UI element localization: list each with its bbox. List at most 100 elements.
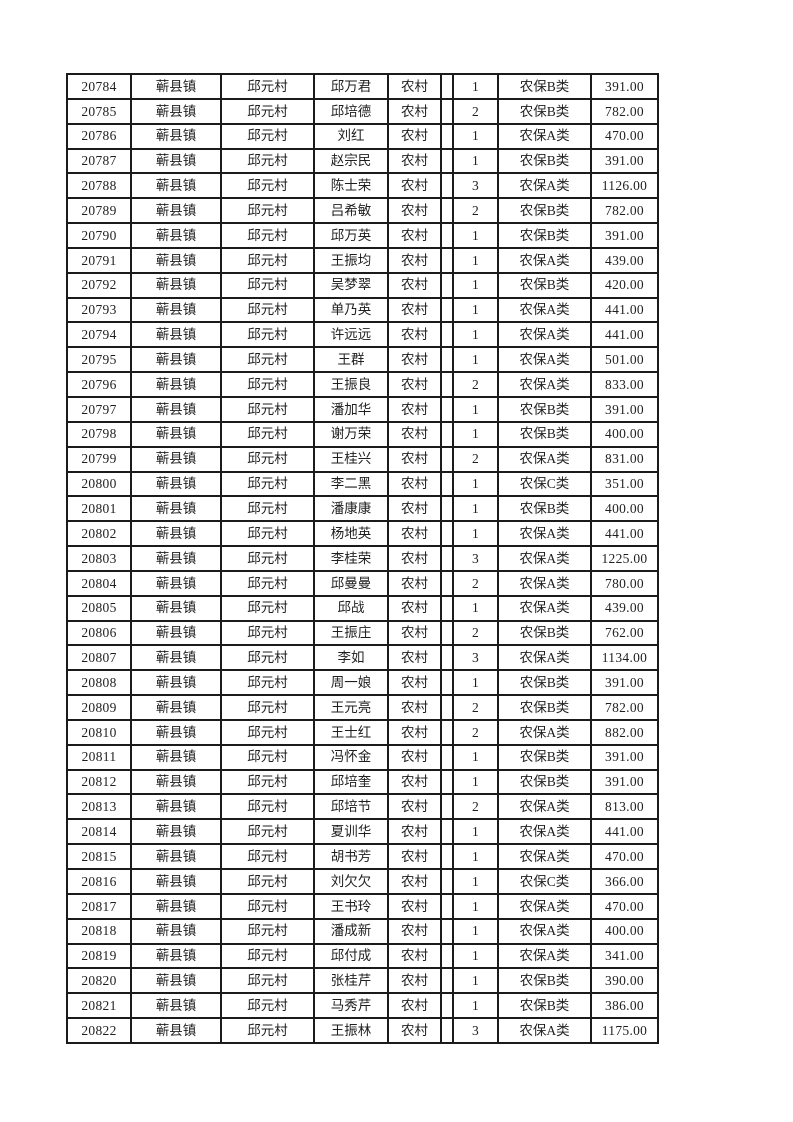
table-row: 20816 蕲县镇 邱元村 刘欠欠 农村 1 农保C类 366.00 (66, 868, 659, 895)
village-cell: 邱元村 (220, 97, 315, 125)
spacer-cell (440, 97, 454, 125)
name-cell: 邱万君 (313, 73, 389, 100)
name-cell: 王振林 (313, 1017, 389, 1044)
spacer-cell (440, 246, 454, 274)
category-cell: 农保C类 (497, 868, 592, 895)
category-cell: 农保B类 (497, 495, 592, 523)
count-cell: 3 (452, 545, 499, 572)
spacer-cell (440, 917, 454, 945)
town-cell: 蕲县镇 (130, 967, 222, 995)
town-cell: 蕲县镇 (130, 694, 222, 721)
amount-cell: 470.00 (590, 843, 659, 870)
village-cell: 邱元村 (220, 172, 315, 200)
village-cell: 邱元村 (220, 371, 315, 398)
spacer-cell (440, 644, 454, 672)
residence-cell: 农村 (387, 97, 442, 125)
spacer-cell (440, 768, 454, 796)
name-cell: 单乃英 (313, 296, 389, 324)
amount-cell: 833.00 (590, 371, 659, 398)
name-cell: 谢万荣 (313, 420, 389, 448)
count-cell: 2 (452, 793, 499, 821)
village-cell: 邱元村 (220, 346, 315, 374)
category-cell: 农保A类 (497, 445, 592, 473)
amount-cell: 441.00 (590, 321, 659, 349)
village-cell: 邱元村 (220, 569, 315, 597)
count-cell: 1 (452, 868, 499, 895)
village-cell: 邱元村 (220, 271, 315, 299)
id-cell: 20785 (66, 97, 132, 125)
id-cell: 20798 (66, 420, 132, 448)
id-cell: 20815 (66, 843, 132, 870)
table-row: 20796 蕲县镇 邱元村 王振良 农村 2 农保A类 833.00 (66, 371, 659, 398)
name-cell: 刘欠欠 (313, 868, 389, 895)
spacer-cell (440, 420, 454, 448)
count-cell: 2 (452, 694, 499, 721)
amount-cell: 882.00 (590, 718, 659, 746)
count-cell: 2 (452, 97, 499, 125)
category-cell: 农保B类 (497, 395, 592, 423)
id-cell: 20821 (66, 992, 132, 1020)
category-cell: 农保A类 (497, 843, 592, 870)
village-cell: 邱元村 (220, 520, 315, 548)
count-cell: 1 (452, 917, 499, 945)
residence-cell: 农村 (387, 470, 442, 498)
residence-cell: 农村 (387, 197, 442, 225)
amount-cell: 501.00 (590, 346, 659, 374)
residence-cell: 农村 (387, 495, 442, 523)
category-cell: 农保B类 (497, 147, 592, 175)
amount-cell: 386.00 (590, 992, 659, 1020)
id-cell: 20799 (66, 445, 132, 473)
category-cell: 农保B类 (497, 271, 592, 299)
id-cell: 20784 (66, 73, 132, 100)
town-cell: 蕲县镇 (130, 569, 222, 597)
residence-cell: 农村 (387, 445, 442, 473)
id-cell: 20790 (66, 222, 132, 249)
name-cell: 胡书芳 (313, 843, 389, 870)
count-cell: 1 (452, 296, 499, 324)
spacer-cell (440, 172, 454, 200)
count-cell: 1 (452, 669, 499, 697)
town-cell: 蕲县镇 (130, 545, 222, 572)
table-row: 20798 蕲县镇 邱元村 谢万荣 农村 1 农保B类 400.00 (66, 420, 659, 448)
spacer-cell (440, 669, 454, 697)
count-cell: 1 (452, 520, 499, 548)
village-cell: 邱元村 (220, 694, 315, 721)
town-cell: 蕲县镇 (130, 296, 222, 324)
id-cell: 20811 (66, 743, 132, 771)
village-cell: 邱元村 (220, 669, 315, 697)
table-row: 20789 蕲县镇 邱元村 吕希敏 农村 2 农保B类 782.00 (66, 197, 659, 225)
spacer-cell (440, 718, 454, 746)
category-cell: 农保A类 (497, 346, 592, 374)
town-cell: 蕲县镇 (130, 892, 222, 920)
village-cell: 邱元村 (220, 917, 315, 945)
town-cell: 蕲县镇 (130, 172, 222, 200)
count-cell: 1 (452, 222, 499, 249)
count-cell: 2 (452, 197, 499, 225)
village-cell: 邱元村 (220, 743, 315, 771)
id-cell: 20786 (66, 122, 132, 150)
amount-cell: 400.00 (590, 917, 659, 945)
amount-cell: 782.00 (590, 197, 659, 225)
amount-cell: 439.00 (590, 594, 659, 622)
spacer-cell (440, 694, 454, 721)
count-cell: 2 (452, 445, 499, 473)
category-cell: 农保A类 (497, 594, 592, 622)
id-cell: 20804 (66, 569, 132, 597)
village-cell: 邱元村 (220, 495, 315, 523)
id-cell: 20788 (66, 172, 132, 200)
name-cell: 王书玲 (313, 892, 389, 920)
id-cell: 20792 (66, 271, 132, 299)
spacer-cell (440, 73, 454, 100)
amount-cell: 441.00 (590, 296, 659, 324)
table-row: 20821 蕲县镇 邱元村 马秀芹 农村 1 农保B类 386.00 (66, 992, 659, 1020)
count-cell: 3 (452, 172, 499, 200)
town-cell: 蕲县镇 (130, 594, 222, 622)
count-cell: 1 (452, 818, 499, 846)
amount-cell: 831.00 (590, 445, 659, 473)
residence-cell: 农村 (387, 992, 442, 1020)
village-cell: 邱元村 (220, 868, 315, 895)
town-cell: 蕲县镇 (130, 1017, 222, 1044)
name-cell: 潘成新 (313, 917, 389, 945)
residence-cell: 农村 (387, 619, 442, 647)
id-cell: 20791 (66, 246, 132, 274)
